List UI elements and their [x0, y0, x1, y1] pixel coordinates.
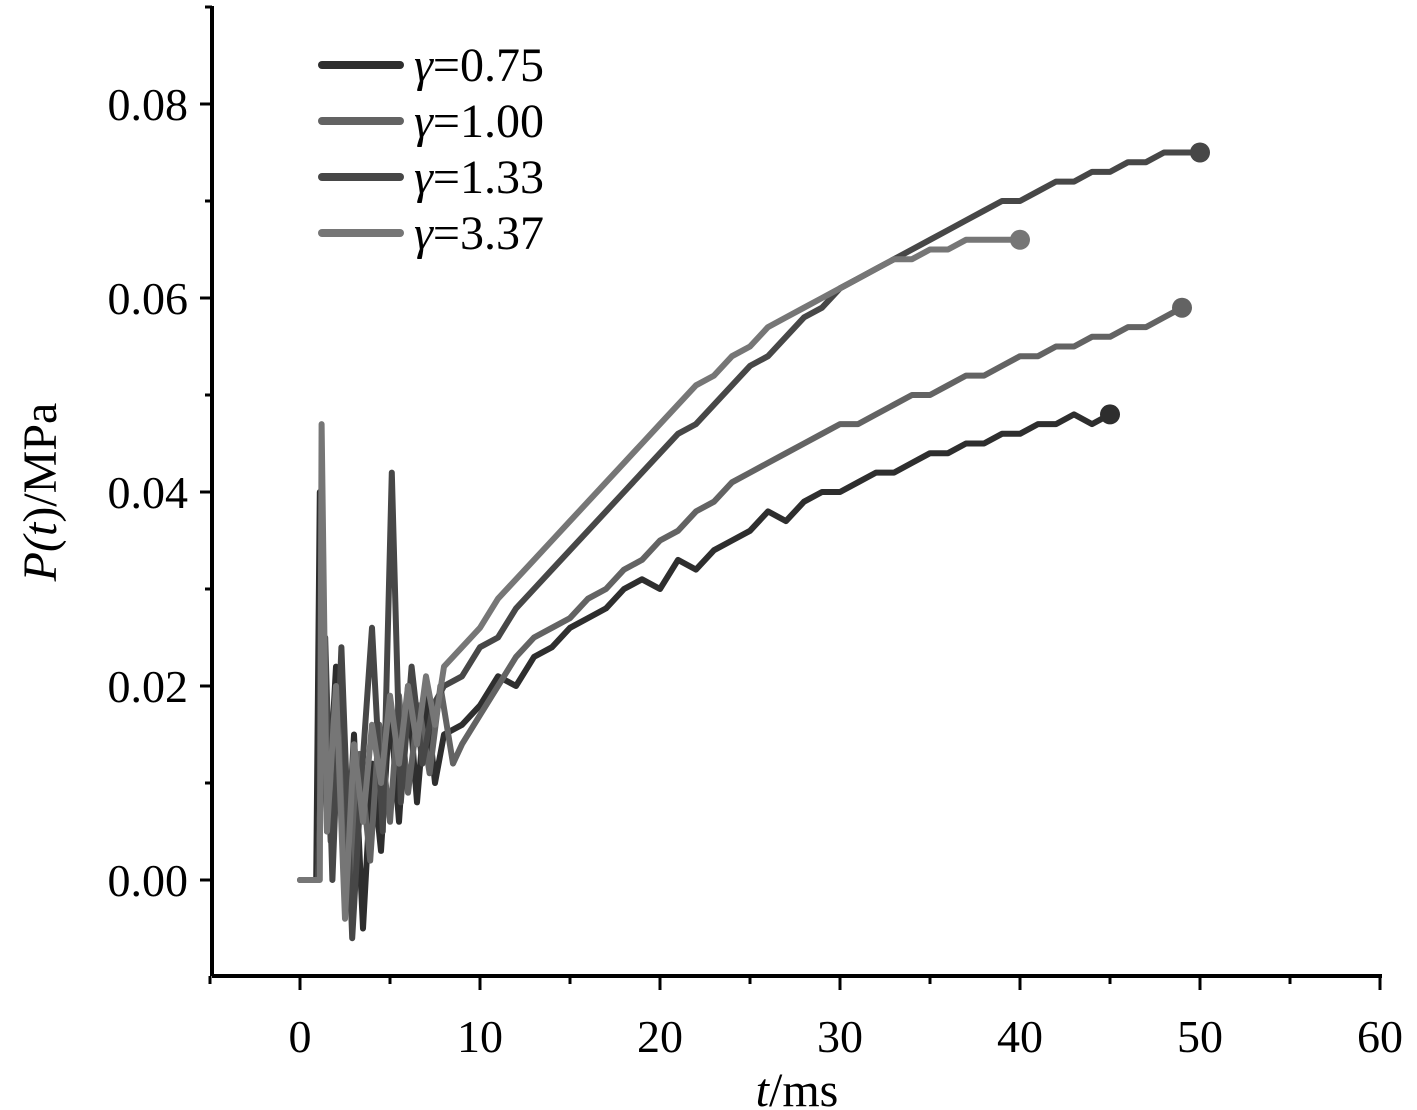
x-tick-label: 40 [997, 1011, 1043, 1062]
legend-label: γ=0.75 [414, 39, 544, 92]
y-axis-title-var: t [14, 521, 67, 536]
series-end-marker-3 [1190, 142, 1210, 163]
x-tick-label: 0 [289, 1011, 312, 1062]
series-layer [297, 142, 1210, 942]
y-tick-label: 0.04 [108, 467, 189, 518]
x-tick-label: 60 [1357, 1011, 1403, 1062]
legend-value: =1.00 [433, 95, 544, 148]
y-tick-label: 0.00 [108, 855, 189, 906]
x-tick-label: 30 [817, 1011, 863, 1062]
y-axis-title: P(t)/MPa [14, 403, 67, 583]
legend-label: γ=1.00 [414, 95, 544, 148]
y-axis-title-suffix: )/MPa [14, 403, 67, 523]
y-tick-label: 0.06 [108, 273, 189, 324]
legend-value: =3.37 [433, 207, 544, 260]
x-axis-title: t/ms [756, 1064, 839, 1110]
x-tick-label: 50 [1177, 1011, 1223, 1062]
series-end-marker-2 [1172, 297, 1192, 318]
legend-symbol: γ [414, 95, 434, 148]
series-end-marker-1 [1100, 404, 1120, 425]
y-axis-ticks: 0.00 0.02 0.04 0.06 0.08 [108, 5, 212, 906]
series-line-4 [297, 236, 1023, 922]
legend-symbol: γ [414, 39, 434, 92]
y-tick-label: 0.08 [108, 79, 189, 130]
legend-value: =1.33 [433, 151, 544, 204]
x-axis-ticks: 0 10 20 30 40 50 60 [208, 976, 1403, 1062]
series-line-2 [297, 304, 1185, 913]
legend-label: γ=3.37 [414, 207, 544, 260]
x-axis-title-unit: /ms [769, 1064, 838, 1110]
y-axis-title-prefix: P( [14, 533, 67, 582]
y-tick-label: 0.02 [108, 661, 189, 712]
x-axis-title-var: t [756, 1064, 771, 1110]
legend: γ=0.75γ=1.00γ=1.33γ=3.37 [318, 39, 544, 260]
legend-value: =0.75 [433, 39, 544, 92]
series-line-1 [297, 411, 1113, 932]
x-tick-label: 20 [637, 1011, 683, 1062]
x-tick-label: 10 [457, 1011, 503, 1062]
legend-symbol: γ [414, 151, 434, 204]
series-line-3 [297, 149, 1203, 942]
series-end-marker-4 [1010, 229, 1030, 250]
legend-symbol: γ [414, 207, 434, 260]
legend-label: γ=1.33 [414, 151, 544, 204]
